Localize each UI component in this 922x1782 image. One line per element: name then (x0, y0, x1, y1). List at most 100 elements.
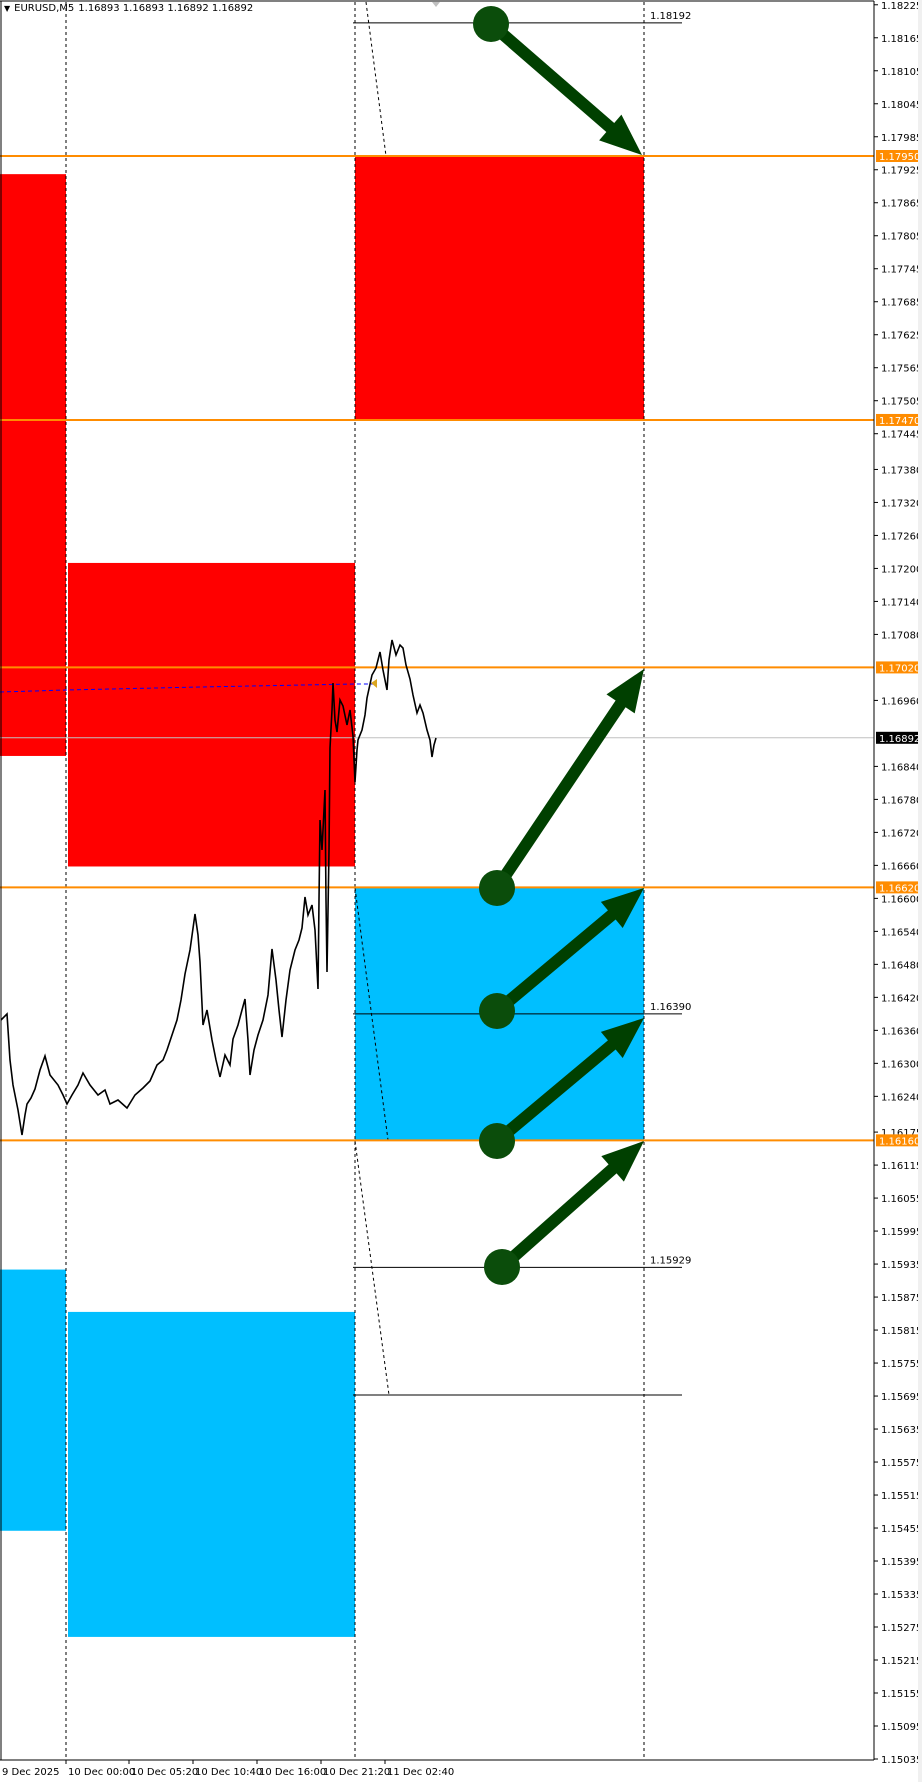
dashed-trend-line[interactable] (354, 1140, 390, 1396)
signal-arrow[interactable] (479, 888, 644, 1029)
price-tick-label: 1.15995 (881, 1227, 922, 1238)
price-tick-label: 1.15635 (881, 1425, 922, 1436)
price-tick-label: 1.16960 (881, 696, 922, 707)
time-tick-label: 10 Dec 21:20 (323, 1767, 390, 1778)
arrow-origin-circle-icon (473, 6, 509, 42)
price-tick-label: 1.17140 (881, 597, 922, 608)
price-line (0, 639, 437, 1136)
price-tick-label: 1.16420 (881, 993, 922, 1004)
arrow-shaft-icon (498, 1141, 644, 1272)
price-tick-label: 1.18105 (881, 67, 922, 78)
price-tick-label: 1.15095 (881, 1722, 922, 1733)
price-tick-label: 1.17320 (881, 498, 922, 509)
price-tick-label: 1.16300 (881, 1059, 922, 1070)
level-price-tag (876, 413, 920, 426)
price-tick-label: 1.15395 (881, 1557, 922, 1568)
arrow-origin-circle-icon (484, 1249, 520, 1285)
price-tick-label: 1.17625 (881, 331, 922, 342)
price-tick-label: 1.15515 (881, 1491, 922, 1502)
chart-header: ▼ EURUSD,M5 1.16893 1.16893 1.16892 1.16… (4, 3, 253, 14)
time-tick-label: 10 Dec 00:00 (68, 1767, 135, 1778)
level-price-label: 1.16620 (879, 883, 920, 894)
signal-arrow[interactable] (479, 669, 644, 906)
price-tick-label: 1.15695 (881, 1392, 922, 1403)
price-tick-label: 1.16840 (881, 762, 922, 773)
current-price-tag (876, 731, 920, 744)
signal-arrow[interactable] (473, 6, 642, 155)
price-tick-label: 1.15335 (881, 1590, 922, 1601)
price-tick-label: 1.16055 (881, 1194, 922, 1205)
price-tick-label: 1.17985 (881, 133, 922, 144)
time-tick-label: 10 Dec 10:40 (195, 1767, 262, 1778)
target-label: 1.16390 (650, 1002, 691, 1013)
dashed-trend-line[interactable] (365, 1, 387, 157)
arrow-shaft-icon (493, 1018, 644, 1146)
level-price-label: 1.17470 (879, 416, 920, 427)
price-tick-label: 1.18165 (881, 34, 922, 45)
arrow-shaft-icon (493, 888, 644, 1016)
price-tick-label: 1.15755 (881, 1359, 922, 1370)
price-tick-label: 1.16600 (881, 894, 922, 905)
demand-zone[interactable] (0, 1269, 66, 1531)
level-price-label: 1.16160 (879, 1136, 920, 1147)
price-tick-label: 1.16115 (881, 1161, 922, 1172)
price-tick-label: 1.17565 (881, 364, 922, 375)
arrow-origin-circle-icon (479, 870, 515, 906)
price-tick-label: 1.17200 (881, 564, 922, 575)
price-tick-label: 1.17505 (881, 397, 922, 408)
target-label: 1.15929 (650, 1255, 691, 1266)
right-edge (918, 0, 922, 1782)
price-tick-label: 1.17865 (881, 199, 922, 210)
price-tick-label: 1.15035 (881, 1755, 922, 1766)
price-tick-label: 1.18225 (881, 1, 922, 12)
supply-zone[interactable] (355, 156, 644, 420)
price-tick-label: 1.15455 (881, 1524, 922, 1535)
price-tick-label: 1.18045 (881, 100, 922, 111)
time-tick-label: 11 Dec 02:40 (387, 1767, 454, 1778)
arrow-shaft-icon (492, 669, 644, 892)
price-tick-label: 1.15215 (881, 1656, 922, 1667)
arrow-shaft-icon (487, 19, 642, 155)
price-tick-label: 1.16720 (881, 828, 922, 839)
tracking-line[interactable] (0, 683, 375, 693)
price-tick-label: 1.15155 (881, 1689, 922, 1700)
arrow-origin-circle-icon (479, 993, 515, 1029)
price-tick-label: 1.17380 (881, 465, 922, 476)
triangle-down-icon[interactable]: ▼ (4, 4, 11, 13)
price-tick-label: 1.15815 (881, 1326, 922, 1337)
level-price-tag (876, 881, 920, 894)
level-price-tag (876, 661, 920, 674)
price-tick-label: 1.16240 (881, 1092, 922, 1103)
level-price-tag (876, 1134, 920, 1147)
price-tick-label: 1.17260 (881, 531, 922, 542)
price-tick-label: 1.15575 (881, 1458, 922, 1469)
arrow-origin-circle-icon (479, 1123, 515, 1159)
price-tick-label: 1.17685 (881, 298, 922, 309)
supply-zone[interactable] (0, 174, 66, 756)
signal-arrow[interactable] (484, 1141, 644, 1285)
shift-marker-icon[interactable] (432, 2, 440, 7)
price-tick-label: 1.15935 (881, 1260, 922, 1271)
price-tick-label: 1.17805 (881, 232, 922, 243)
time-tick-label: 9 Dec 2025 (2, 1767, 60, 1778)
time-tick-label: 10 Dec 16:00 (259, 1767, 326, 1778)
demand-zone[interactable] (68, 1311, 355, 1637)
price-tick-label: 1.16780 (881, 795, 922, 806)
price-tick-label: 1.16480 (881, 960, 922, 971)
level-price-label: 1.17020 (879, 663, 920, 674)
price-tick-label: 1.16175 (881, 1128, 922, 1139)
current-price-label: 1.16892 (879, 734, 920, 745)
price-tick-label: 1.16660 (881, 861, 922, 872)
price-tick-label: 1.15875 (881, 1293, 922, 1304)
level-price-label: 1.17950 (879, 152, 920, 163)
price-tick-label: 1.17925 (881, 166, 922, 177)
signal-arrow[interactable] (479, 1018, 644, 1159)
price-tick-label: 1.17445 (881, 430, 922, 441)
supply-zone[interactable] (68, 562, 355, 867)
time-tick-label: 10 Dec 05:20 (131, 1767, 198, 1778)
price-tick-label: 1.15275 (881, 1623, 922, 1634)
level-price-tag (876, 150, 920, 162)
price-tick-label: 1.17745 (881, 265, 922, 276)
price-tick-label: 1.16360 (881, 1026, 922, 1037)
